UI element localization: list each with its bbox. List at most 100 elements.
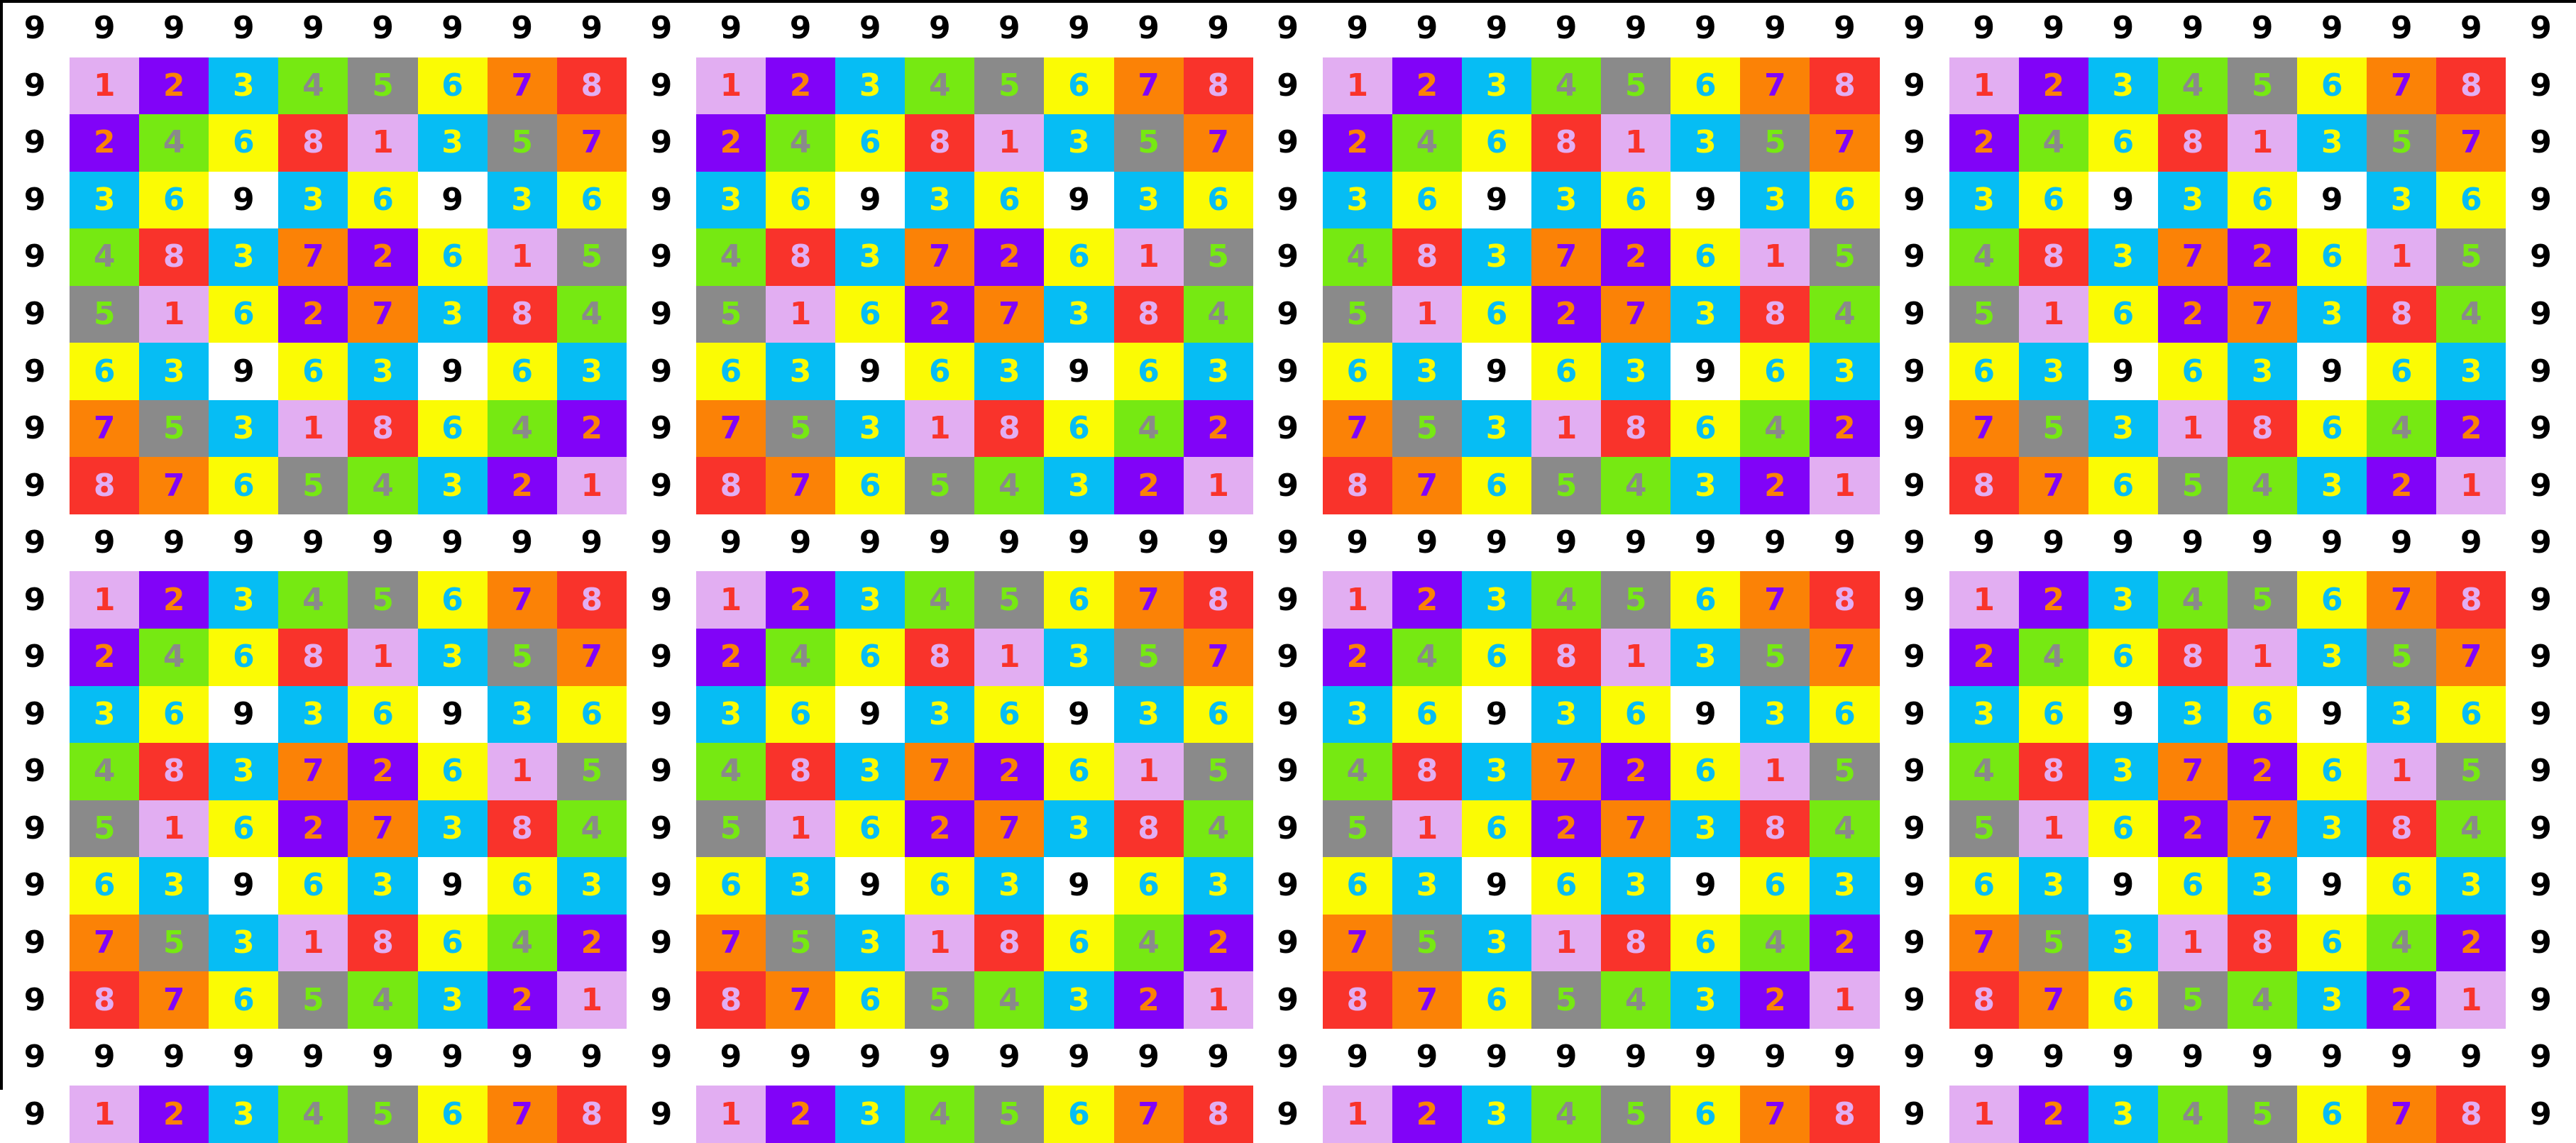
digit-cell: 2 [1740,457,1810,514]
digit-cell: 6 [2367,343,2437,400]
digit-cell: 7 [70,399,140,458]
nine-cell: 9 [626,457,696,514]
digit-cell: 4 [556,800,627,858]
digit-cell: 4 [695,228,766,286]
digit-cell: 1 [348,629,418,686]
digit-cell: 5 [1322,800,1392,858]
digit-cell: 3 [209,571,279,629]
nine-cell: 9 [626,571,696,629]
digit-cell: 3 [487,685,557,744]
digit-cell: 2 [695,114,766,172]
digit-cell: 8 [1949,971,2019,1029]
digit-cell: 5 [2157,971,2228,1029]
digit-cell: 7 [1531,743,1602,800]
digit-cell: 6 [766,171,836,229]
nine-cell: 9 [278,514,348,572]
digit-cell: 6 [1670,399,1741,458]
nine-cell: 9 [1531,514,1602,572]
digit-cell: 3 [1461,571,1532,629]
digit-cell: 6 [1044,571,1114,629]
digit-cell: 6 [2297,743,2367,800]
digit-cell: 3 [835,1086,906,1143]
digit-cell: 3 [1949,685,2019,744]
digit-cell: 7 [1183,114,1253,172]
digit-cell: 6 [2088,629,2158,686]
digit-cell: 4 [348,457,418,514]
nine-cell: 9 [1531,1028,1602,1086]
nine-cell: 9 [487,1028,557,1086]
digit-cell: 2 [487,457,557,514]
nine-cell: 9 [626,685,696,744]
digit-cell: 2 [2018,57,2088,115]
digit-cell: 6 [209,285,279,343]
nine-cell: 9 [974,1028,1045,1086]
digit-cell: 3 [417,457,488,514]
digit-cell: 8 [1322,457,1392,514]
nine-cell: 9 [417,171,488,229]
digit-cell: 2 [2367,971,2437,1029]
digit-cell: 6 [209,800,279,858]
digit-cell: 3 [487,171,557,229]
nine-cell: 9 [2088,514,2158,572]
digit-cell: 6 [417,399,488,458]
digit-cell: 1 [695,571,766,629]
nine-cell: 9 [1810,0,1880,57]
digit-cell: 3 [1670,285,1741,343]
digit-cell: 4 [2157,57,2228,115]
digit-cell: 2 [2367,457,2437,514]
digit-cell: 3 [139,343,209,400]
digit-cell: 6 [2157,857,2228,915]
digit-cell: 2 [1810,399,1880,458]
digit-cell: 3 [556,343,627,400]
digit-cell: 6 [1322,857,1392,915]
digit-cell: 6 [1461,971,1532,1029]
nine-cell: 9 [2506,399,2576,458]
digit-cell: 7 [974,800,1045,858]
digit-cell: 6 [70,857,140,915]
nine-cell: 9 [2088,0,2158,57]
nine-cell: 9 [1253,114,1323,172]
digit-cell: 1 [1113,743,1184,800]
nine-cell: 9 [2157,514,2228,572]
digit-cell: 3 [1670,114,1741,172]
digit-cell: 3 [1392,857,1462,915]
digit-cell: 2 [278,800,348,858]
nine-cell: 9 [626,399,696,458]
digit-cell: 8 [1601,914,1671,972]
digit-cell: 3 [2088,914,2158,972]
nine-cell: 9 [209,514,279,572]
nine-cell: 9 [2506,743,2576,800]
digit-cell: 4 [2018,114,2088,172]
digit-cell: 3 [1949,171,2019,229]
digit-cell: 3 [2088,399,2158,458]
digit-cell: 4 [2436,285,2506,343]
digit-cell: 3 [835,399,906,458]
digit-cell: 3 [1740,171,1810,229]
digit-cell: 6 [417,228,488,286]
digit-cell: 4 [1810,285,1880,343]
digit-cell: 8 [905,114,975,172]
digit-cell: 2 [766,57,836,115]
digit-cell: 4 [2228,971,2298,1029]
digit-cell: 3 [2088,743,2158,800]
digit-cell: 6 [2157,343,2228,400]
digit-cell: 8 [487,285,557,343]
digit-cell: 8 [1740,800,1810,858]
nine-cell: 9 [1461,0,1532,57]
digit-cell: 4 [905,571,975,629]
digit-cell: 6 [1810,685,1880,744]
nine-cell: 9 [626,114,696,172]
digit-cell: 7 [2367,1086,2437,1143]
digit-cell: 2 [2228,228,2298,286]
nine-cell: 9 [487,0,557,57]
digit-cell: 3 [209,743,279,800]
nine-cell: 9 [2506,57,2576,115]
digit-cell: 3 [278,171,348,229]
digit-cell: 3 [2297,629,2367,686]
digit-cell: 5 [1949,285,2019,343]
digit-cell: 2 [348,743,418,800]
nine-cell: 9 [1253,514,1323,572]
nine-cell: 9 [278,0,348,57]
digit-cell: 5 [1601,571,1671,629]
